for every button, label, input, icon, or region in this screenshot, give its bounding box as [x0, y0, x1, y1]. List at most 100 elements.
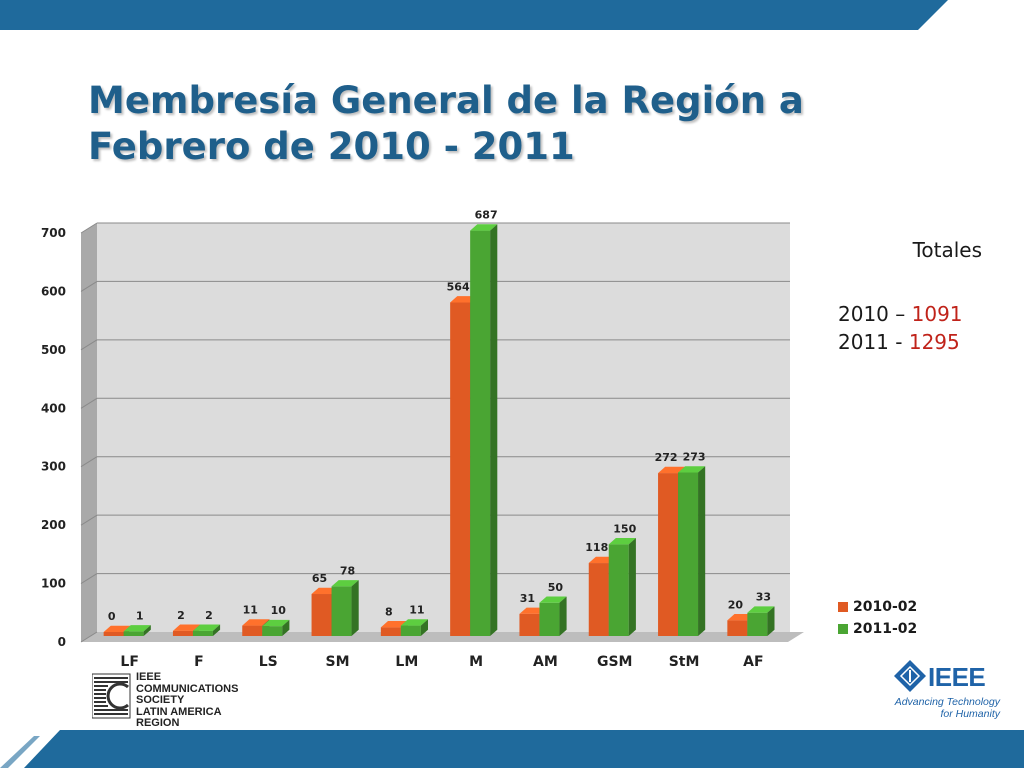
bar-F-2011-02	[192, 630, 213, 636]
bar-StM-2011-02	[678, 472, 699, 636]
bar-GSM-2011-02	[608, 544, 629, 636]
bar-LM-2011-02	[400, 625, 421, 636]
bar-side-StM-2011-02	[698, 466, 706, 636]
ieee-wordmark: IEEE	[928, 662, 986, 692]
x-tick-label: AM	[533, 654, 558, 670]
bar-AM-2010-02	[519, 613, 540, 636]
chart-side-wall	[81, 223, 97, 642]
bar-top-F-2010-02	[172, 624, 201, 631]
data-label-LM-2010-02: 8	[385, 605, 393, 618]
gridline-side	[80, 573, 98, 584]
bar-AF-2010-02	[727, 620, 748, 636]
data-label-AM-2011-02: 50	[548, 581, 564, 594]
y-tick-label: 0	[58, 635, 66, 649]
data-label-GSM-2011-02: 150	[613, 522, 636, 535]
data-label-SM-2010-02: 65	[312, 572, 327, 585]
totals-heading: Totales	[912, 238, 982, 262]
x-tick-label: StM	[669, 654, 700, 670]
chart-back-wall	[97, 223, 790, 632]
bar-top-LS-2011-02	[262, 619, 290, 627]
legend-item-2011: 2011-02	[838, 618, 917, 640]
y-tick-label: 400	[41, 401, 66, 415]
data-label-F-2011-02: 2	[205, 609, 213, 622]
totals-row-2011: 2011 - 1295	[838, 328, 988, 356]
data-label-AF-2011-02: 33	[756, 591, 771, 604]
bar-LF-2011-02	[123, 631, 144, 636]
totals-row-2011-label: 2011 -	[838, 330, 909, 354]
y-tick-label: 300	[41, 460, 66, 474]
x-tick-label: GSM	[597, 654, 633, 670]
bar-AF-2011-02	[747, 612, 768, 636]
ieee-logo: IEEE Advancing Technology for Humanity	[894, 660, 1004, 722]
bar-top-StM-2010-02	[658, 466, 686, 474]
data-label-LM-2011-02: 11	[409, 604, 424, 617]
x-tick-label: LS	[259, 654, 278, 670]
bar-LM-2010-02	[380, 627, 401, 636]
x-tick-label: M	[469, 654, 483, 670]
bar-LS-2010-02	[242, 625, 263, 636]
bar-chart: 0 100 200 300 400 500 600 700 0 1 LF 2 2 F 11 10 LS 65 78 S…	[41, 209, 804, 670]
data-label-AM-2010-02: 31	[520, 592, 535, 605]
top-band	[0, 0, 1024, 30]
bar-top-M-2011-02	[470, 224, 498, 231]
y-tick-label: 700	[41, 226, 66, 240]
data-label-StM-2011-02: 273	[683, 450, 706, 463]
x-tick-label: F	[194, 654, 204, 670]
data-label-GSM-2010-02: 118	[585, 541, 608, 554]
bar-top-AF-2011-02	[747, 606, 775, 613]
bar-top-GSM-2011-02	[608, 538, 636, 545]
bar-side-GSM-2011-02	[628, 538, 636, 636]
legend-label-2010: 2010-02	[853, 599, 918, 615]
totals-panel: Totales 2010 – 1091 2011 - 1295	[838, 238, 988, 356]
bar-side-AM-2011-02	[559, 596, 567, 636]
data-label-M-2010-02: 564	[447, 280, 470, 293]
ieee-diamond-icon	[894, 660, 926, 692]
ieee-tagline-1: Advancing Technology	[894, 696, 1000, 708]
comsoc-line-4: LATIN AMERICA REGION	[136, 705, 222, 729]
chart-legend: 2010-02 2011-02	[838, 596, 917, 640]
bar-side-F-2011-02	[212, 624, 221, 636]
legend-swatch-2010	[838, 602, 848, 612]
comsoc-line-1: IEEE	[136, 671, 162, 683]
comsoc-mark-icon	[91, 673, 131, 719]
bar-top-StM-2011-02	[678, 466, 706, 473]
bar-top-SM-2011-02	[331, 580, 359, 587]
data-label-M-2011-02: 687	[475, 209, 498, 222]
bar-StM-2010-02	[658, 473, 679, 636]
legend-swatch-2011	[838, 624, 848, 634]
bar-side-LM-2011-02	[420, 619, 428, 636]
bar-side-LF-2011-02	[143, 625, 151, 636]
totals-row-2011-value: 1295	[908, 330, 960, 354]
x-tick-label: SM	[326, 654, 350, 670]
ieee-tagline-2: for Humanity	[940, 708, 1000, 720]
ieee-tagline: Advancing Technology for Humanity	[894, 696, 1000, 720]
totals-row-2010-label: 2010 –	[838, 302, 912, 326]
y-tick-label: 600	[41, 284, 66, 298]
legend-item-2010: 2010-02	[838, 596, 917, 618]
bar-side-M-2011-02	[490, 224, 498, 636]
bar-top-LM-2011-02	[400, 619, 428, 626]
data-label-LS-2011-02: 10	[271, 604, 287, 617]
bar-side-SM-2011-02	[351, 580, 359, 636]
bar-top-LS-2010-02	[242, 619, 270, 626]
title-line-2: Febrero de 2010 - 2011	[88, 125, 575, 168]
data-label-F-2010-02: 2	[177, 609, 185, 622]
bar-LS-2011-02	[262, 626, 283, 636]
data-label-AF-2010-02: 20	[728, 598, 744, 611]
bar-top-F-2011-02	[192, 624, 221, 631]
x-tick-label: AF	[743, 654, 763, 670]
data-label-StM-2010-02: 272	[655, 451, 678, 464]
bar-top-AM-2011-02	[539, 596, 567, 603]
comsoc-line-2: COMMUNICATIONS	[136, 682, 239, 695]
gridline-side	[80, 456, 98, 468]
bar-M-2011-02	[470, 230, 491, 637]
gridline-side	[80, 631, 98, 643]
data-label-LF-2010-02: 0	[108, 610, 116, 623]
title-line-1: Membresía General de la Región a	[88, 79, 804, 122]
slide-title: Membresía General de la Región a Febrero…	[88, 78, 848, 170]
gridline-side	[80, 514, 98, 526]
gridline-side	[80, 397, 98, 409]
gridline-side	[80, 222, 98, 234]
bar-SM-2011-02	[331, 586, 352, 636]
data-label-LS-2010-02: 11	[243, 604, 258, 617]
